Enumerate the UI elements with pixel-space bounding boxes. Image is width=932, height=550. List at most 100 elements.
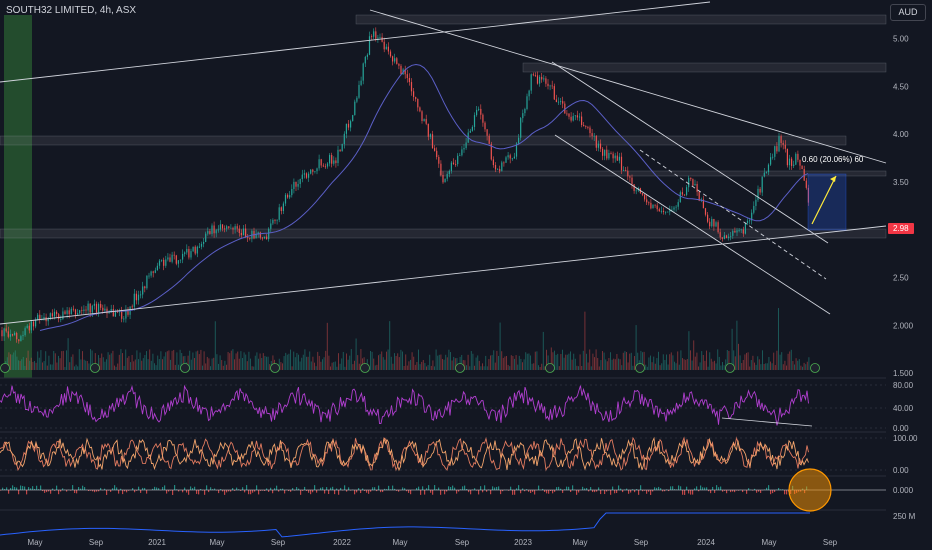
candle-body	[801, 165, 803, 170]
macd-bar	[692, 490, 694, 495]
volume-bar	[701, 351, 703, 370]
volume-bar	[379, 354, 381, 370]
macd-bar	[16, 487, 18, 490]
candle-body	[427, 123, 429, 137]
macd-bar	[678, 485, 680, 490]
volume-bar	[173, 349, 175, 370]
volume-bar	[203, 351, 205, 370]
volume-bar	[160, 351, 162, 370]
volume-bar	[618, 358, 619, 370]
candle-body	[211, 225, 213, 234]
macd-bar	[364, 490, 366, 491]
macd-bar	[542, 488, 544, 490]
volume-bar	[400, 349, 402, 370]
volume-bar	[512, 356, 514, 370]
macd-bar	[274, 488, 276, 490]
macd-bar	[748, 488, 750, 490]
candle-body	[423, 119, 425, 121]
candle-body	[51, 313, 53, 317]
projection-arrow	[811, 175, 837, 225]
volume-bar	[538, 365, 539, 370]
candle-body	[400, 65, 402, 75]
macd-bar	[376, 490, 378, 492]
volume-bar	[290, 349, 291, 370]
candle-body	[232, 227, 234, 230]
macd-bar	[90, 490, 92, 491]
candle-body	[662, 210, 665, 212]
currency-button[interactable]: AUD	[890, 4, 926, 21]
macd-bar	[44, 490, 46, 493]
macd-bar	[584, 488, 586, 490]
candle-body	[396, 58, 398, 64]
candle-body	[419, 107, 421, 112]
chart-title: SOUTH32 LIMITED, 4h, ASX	[6, 5, 137, 16]
volume-bar	[51, 364, 53, 370]
volume-bar	[258, 358, 259, 370]
volume-bar	[43, 361, 45, 370]
trendline-3	[551, 61, 829, 244]
macd-bar	[636, 489, 638, 490]
candle-body	[757, 188, 759, 200]
volume-bar	[477, 355, 479, 370]
candle-body	[392, 56, 394, 62]
macd-bar	[254, 490, 256, 492]
candle-body	[564, 103, 566, 114]
macd-bar	[568, 486, 570, 490]
macd-bar	[754, 488, 756, 490]
macd-bar	[490, 490, 492, 495]
candle-body	[240, 233, 242, 236]
macd-bar	[110, 490, 112, 492]
macd-bar	[628, 490, 630, 494]
volume-bar	[136, 350, 138, 370]
volume-bar	[779, 354, 781, 370]
volume-bar	[192, 352, 194, 370]
volume-bar	[674, 361, 675, 370]
volume-bar	[296, 353, 298, 370]
volume-bar	[56, 362, 58, 370]
candle-body	[354, 101, 356, 116]
volume-bar	[725, 359, 727, 370]
candle-body	[797, 153, 799, 160]
macd-bar	[132, 488, 134, 490]
candle-body	[610, 153, 612, 154]
macd-bar	[572, 485, 574, 490]
macd-bar	[422, 486, 424, 490]
macd-bar	[570, 490, 572, 493]
macd-bar	[8, 490, 10, 494]
volume-bar	[765, 363, 767, 370]
candle-body	[566, 113, 568, 115]
volume-bar	[168, 350, 170, 370]
candle-body	[784, 144, 786, 149]
volume-bar	[403, 366, 405, 370]
volume-bar	[370, 350, 371, 370]
volume-bar	[750, 360, 752, 370]
volume-bar	[330, 366, 331, 370]
candle-body	[259, 232, 261, 238]
macd-bar	[766, 487, 768, 490]
macd-bar	[454, 487, 456, 490]
volume-bar	[790, 349, 792, 370]
volume-bar	[749, 366, 751, 370]
earnings-marker	[725, 363, 735, 373]
volume-bar	[461, 354, 463, 370]
candle-body	[387, 46, 389, 52]
macd-bar	[360, 490, 362, 494]
candle-body	[100, 304, 102, 308]
candle-body	[125, 309, 127, 319]
candle-body	[532, 74, 534, 76]
macd-bar	[436, 489, 438, 490]
candle-body	[526, 96, 528, 110]
macd-bar	[662, 490, 664, 492]
macd-bar	[188, 490, 190, 495]
volume-bar	[70, 356, 72, 370]
candle-body	[543, 78, 545, 80]
volume-bar	[670, 352, 672, 370]
macd-bar	[192, 488, 194, 490]
volume-bar	[293, 351, 295, 370]
volume-bar	[200, 349, 202, 370]
volume-bar	[661, 363, 663, 370]
volume-bar	[398, 357, 400, 370]
stoch-tick-label: 0.00	[893, 466, 909, 475]
macd-bar	[174, 485, 176, 490]
